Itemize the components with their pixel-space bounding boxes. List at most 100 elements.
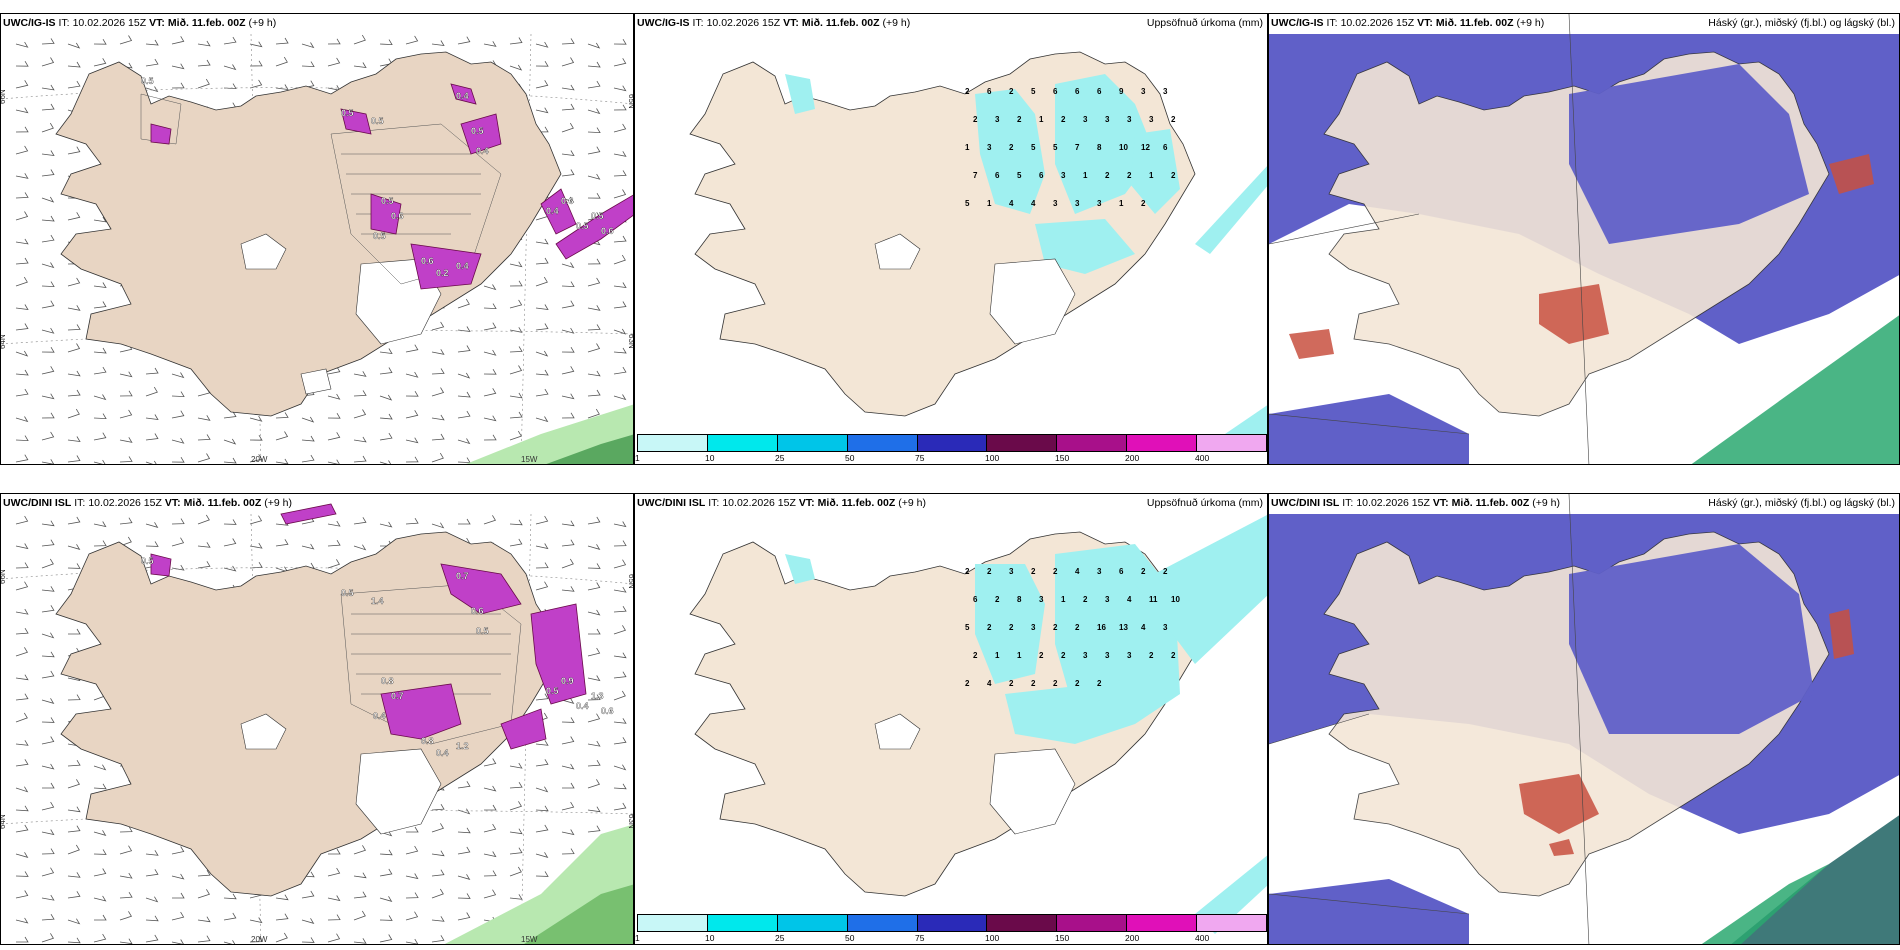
precip-amount: 6 — [987, 87, 992, 96]
wind-barb — [379, 521, 393, 528]
precip-amount: 1 — [1061, 595, 1066, 604]
precip-amount: 2 — [995, 595, 1000, 604]
precip-amount: 3 — [1083, 651, 1088, 660]
wind-barb — [41, 300, 55, 309]
model-label: UWC/IG-IS — [3, 17, 56, 29]
it-label: IT: — [1342, 497, 1354, 509]
wind-barb — [561, 717, 575, 723]
precip-value: 0.5 — [341, 588, 354, 598]
precip-amount: 2 — [1009, 87, 1014, 96]
wind-barb — [431, 40, 445, 46]
wind-barb — [561, 281, 575, 288]
wind-barb — [405, 390, 419, 397]
low-cloud-red — [1289, 154, 1874, 359]
precip-amount: 2 — [1171, 115, 1176, 124]
wind-barb — [171, 846, 185, 855]
wind-barb — [561, 346, 575, 353]
wind-barb — [613, 151, 627, 157]
wind-barb — [613, 282, 627, 288]
wind-barb — [197, 935, 211, 943]
precip-amount: 3 — [1141, 87, 1146, 96]
wind-barb — [353, 455, 367, 463]
wind-barb — [41, 717, 55, 723]
wind-barb — [613, 104, 627, 111]
precip-amount: 2 — [1039, 651, 1044, 660]
vt-value: Mið. 11.feb. 00Z — [1435, 17, 1514, 29]
wind-barb — [405, 410, 419, 419]
wind-barb — [119, 409, 133, 419]
precip-amount: 2 — [1017, 115, 1022, 124]
wind-barb — [613, 254, 626, 265]
wind-barb — [15, 824, 29, 833]
wind-barb — [483, 889, 497, 899]
wind-barb — [327, 895, 341, 902]
wind-barb — [457, 827, 471, 834]
colorbar-tick: 400 — [1195, 453, 1210, 463]
wind-barb — [405, 35, 419, 45]
wind-barb — [509, 327, 523, 333]
wind-barb — [145, 414, 159, 420]
wind-barb — [41, 346, 55, 353]
wind-barb — [561, 38, 575, 45]
wind-barb — [171, 36, 185, 45]
wind-barb — [457, 410, 471, 419]
precip-amounts: 2 6 2 5 6 6 6 9 3 32 3 2 1 2 3 3 3 3 21 3 2 5 5 7 8 10 12 67 6 5 6 3 1 2 2… — [965, 87, 1176, 208]
wind-barb — [171, 437, 185, 444]
wind-barb — [67, 694, 81, 701]
wind-barb — [41, 829, 55, 836]
precip-amount: 2 — [1141, 199, 1146, 208]
vt-label: VT: — [1417, 17, 1433, 29]
colorbar-tick: 100 — [985, 453, 1000, 463]
wind-barb — [145, 433, 159, 441]
wind-barb — [353, 409, 367, 419]
it-label: IT: — [74, 497, 86, 509]
wind-barb — [41, 605, 55, 613]
wind-barb — [41, 867, 55, 877]
colorbar-segment — [638, 435, 708, 451]
wind-barb — [509, 762, 523, 769]
wind-barb — [41, 670, 55, 679]
wind-barb — [613, 605, 627, 613]
grid-label: 65N — [627, 94, 634, 109]
precip-value: 0.4 — [476, 146, 489, 156]
wind-barb — [41, 103, 55, 111]
precip-value: 1.2 — [456, 741, 469, 751]
wind-barb — [15, 712, 28, 723]
precip-amount: 3 — [1105, 595, 1110, 604]
precip-amount: 1 — [1149, 171, 1154, 180]
vt-label: VT: — [1432, 497, 1449, 509]
precip-amount: 3 — [987, 143, 992, 152]
it-value: 10.02.2026 15Z — [722, 497, 796, 509]
grid-labels: 66N 65N 64N 63N 20W 15W — [1, 89, 634, 464]
wind-barb — [41, 894, 55, 901]
precip-value: 0.6 — [421, 256, 434, 266]
wind-barb — [509, 411, 523, 419]
precip-value: 1.3 — [591, 691, 604, 701]
wind-barb — [587, 806, 601, 813]
wind-barb — [353, 891, 367, 899]
wind-barb — [613, 802, 627, 811]
precip-amount: 16 — [1097, 623, 1106, 632]
wind-barb — [145, 869, 159, 877]
wind-barb — [431, 433, 445, 441]
precip-amount: 6 — [1097, 87, 1102, 96]
wind-barb — [67, 324, 81, 331]
wind-barb — [15, 647, 29, 657]
colorbar-segment — [1197, 915, 1267, 931]
colorbar-segment — [638, 915, 708, 931]
header: UWC/DINI ISL IT: 10.02.2026 15Z VT: Mið.… — [637, 496, 1263, 510]
model-label: UWC/DINI ISL — [1271, 497, 1340, 509]
precip-amount: 1 — [995, 651, 1000, 660]
vt-value: Mið. 11.feb. 00Z — [183, 497, 262, 509]
wind-barb — [561, 829, 575, 836]
wind-precip-map: 0.50.50.50.40.50.40.50.60.50.60.20.40.40… — [1, 33, 634, 464]
wind-barb — [457, 298, 470, 309]
wind-barb — [406, 826, 419, 833]
wind-barb — [41, 763, 55, 770]
lead-time: (+9 h) — [1532, 497, 1560, 509]
precip-amount: 3 — [1039, 595, 1044, 604]
wind-barb — [16, 936, 29, 943]
wind-barb — [431, 522, 445, 529]
wind-barb — [41, 38, 55, 45]
wind-barb — [15, 759, 29, 767]
